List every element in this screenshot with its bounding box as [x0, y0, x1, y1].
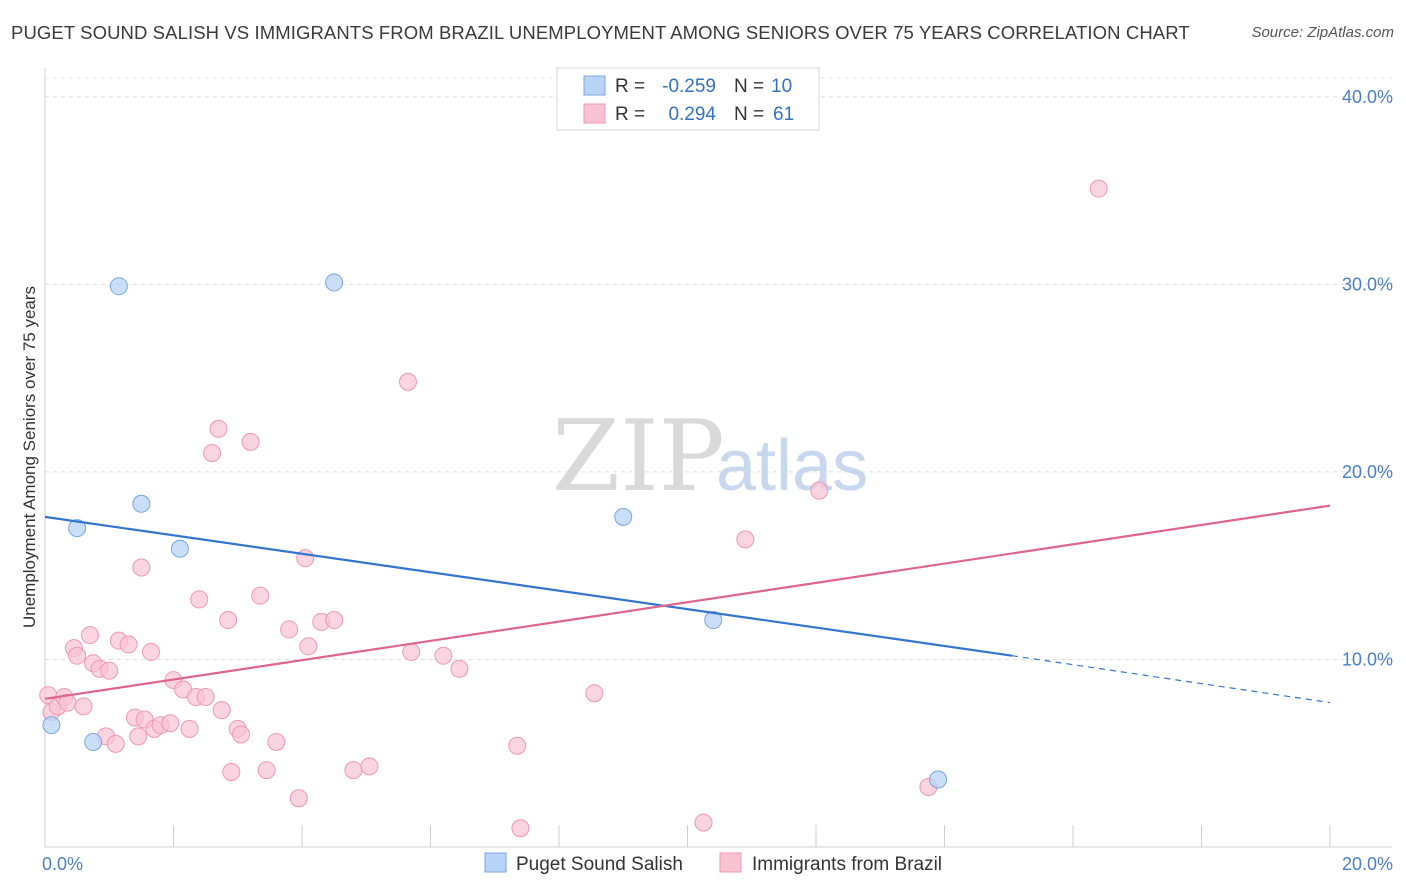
legend-r-label-brazil: R = — [615, 104, 645, 125]
data-point-brazil — [299, 637, 318, 656]
watermark-atlas: atlas — [716, 426, 868, 506]
data-point-brazil — [222, 762, 241, 781]
legend-r-value-salish: -0.259 — [662, 76, 716, 97]
series-legend: Puget Sound Salish Immigrants from Brazi… — [484, 852, 942, 875]
data-point-salish — [704, 611, 723, 630]
data-point-salish — [614, 507, 633, 526]
data-point-brazil — [280, 620, 299, 639]
legend-n-label-brazil: N = — [734, 104, 764, 125]
data-point-brazil — [129, 727, 148, 746]
trend-line-salish-extension — [1011, 655, 1331, 704]
data-point-brazil — [74, 697, 93, 716]
data-point-brazil — [106, 734, 125, 753]
data-point-brazil — [161, 714, 180, 733]
data-point-brazil — [434, 646, 453, 665]
data-point-brazil — [736, 530, 755, 549]
y-tick-labels: 10.0% 20.0% 30.0% 40.0% — [1342, 87, 1393, 670]
data-point-salish — [170, 539, 189, 558]
data-point-salish — [929, 770, 948, 789]
data-point-brazil — [119, 635, 138, 654]
data-point-salish — [109, 277, 128, 296]
data-point-brazil — [289, 789, 308, 808]
legend-n-value-salish: 10 — [771, 76, 792, 97]
data-point-brazil — [251, 586, 270, 605]
y-tick-label: 10.0% — [1342, 649, 1393, 669]
series-immigrants-from-brazil — [39, 179, 1108, 838]
trend-line-salish — [44, 515, 1013, 657]
legend-r-label-salish: R = — [615, 76, 645, 97]
y-tick-label: 20.0% — [1342, 462, 1393, 482]
data-point-salish — [84, 732, 103, 751]
data-point-brazil — [132, 558, 151, 577]
watermark: ZIP atlas — [552, 400, 868, 514]
y-tick-label: 30.0% — [1342, 274, 1393, 294]
bottom-legend-swatch-brazil — [719, 852, 742, 873]
data-point-brazil — [231, 725, 250, 744]
trend-line-brazil — [44, 504, 1331, 700]
bottom-legend-swatch-salish — [484, 852, 507, 873]
data-point-brazil — [344, 761, 363, 780]
gridlines — [45, 77, 1392, 660]
data-point-brazil — [100, 661, 119, 680]
data-point-salish — [132, 494, 151, 513]
x-tick-label: 0.0% — [42, 854, 83, 874]
data-point-brazil — [402, 642, 421, 661]
data-point-brazil — [241, 432, 260, 451]
y-axis-label: Unemployment Among Seniors over 75 years — [20, 286, 39, 628]
data-point-brazil — [585, 684, 604, 703]
data-point-brazil — [810, 481, 829, 500]
data-point-brazil — [219, 611, 238, 630]
y-tick-label: 40.0% — [1342, 87, 1393, 107]
data-point-brazil — [1089, 179, 1108, 198]
data-point-brazil — [196, 687, 215, 706]
legend-r-value-brazil: 0.294 — [668, 104, 716, 125]
data-point-brazil — [68, 646, 87, 665]
series-puget-sound-salish — [42, 273, 948, 789]
data-point-brazil — [511, 819, 530, 838]
data-point-salish — [325, 273, 344, 292]
data-point-brazil — [209, 419, 228, 438]
data-point-salish — [68, 519, 87, 538]
watermark-zip: ZIP — [552, 400, 725, 514]
data-point-brazil — [80, 626, 99, 645]
bottom-legend-label-brazil: Immigrants from Brazil — [752, 854, 942, 875]
data-point-brazil — [212, 701, 231, 720]
legend-n-value-brazil: 61 — [773, 104, 794, 125]
data-point-brazil — [360, 757, 379, 776]
x-tick-labels: 0.0% 20.0% — [42, 854, 1393, 874]
legend-swatch-brazil — [583, 103, 606, 124]
source-label: Source: ZipAtlas.com — [1251, 24, 1394, 41]
correlation-legend: R = -0.259 N = 10 R = 0.294 N = 61 — [556, 67, 820, 131]
data-point-brazil — [267, 732, 286, 751]
data-point-brazil — [190, 590, 209, 609]
legend-n-label-salish: N = — [734, 76, 764, 97]
legend-swatch-salish — [583, 75, 606, 96]
data-point-brazil — [296, 549, 315, 568]
chart-title: PUGET SOUND SALISH VS IMMIGRANTS FROM BR… — [11, 22, 1190, 43]
data-point-brazil — [450, 659, 469, 678]
trend-lines — [44, 504, 1331, 704]
data-point-brazil — [694, 813, 713, 832]
data-point-brazil — [508, 736, 527, 755]
data-point-brazil — [399, 372, 418, 391]
data-point-brazil — [257, 761, 276, 780]
bottom-legend-label-salish: Puget Sound Salish — [516, 854, 683, 875]
data-point-salish — [42, 716, 61, 735]
data-point-brazil — [325, 611, 344, 630]
data-point-brazil — [203, 444, 222, 463]
data-point-brazil — [180, 719, 199, 738]
x-tick-label: 20.0% — [1342, 854, 1393, 874]
data-point-brazil — [142, 642, 161, 661]
